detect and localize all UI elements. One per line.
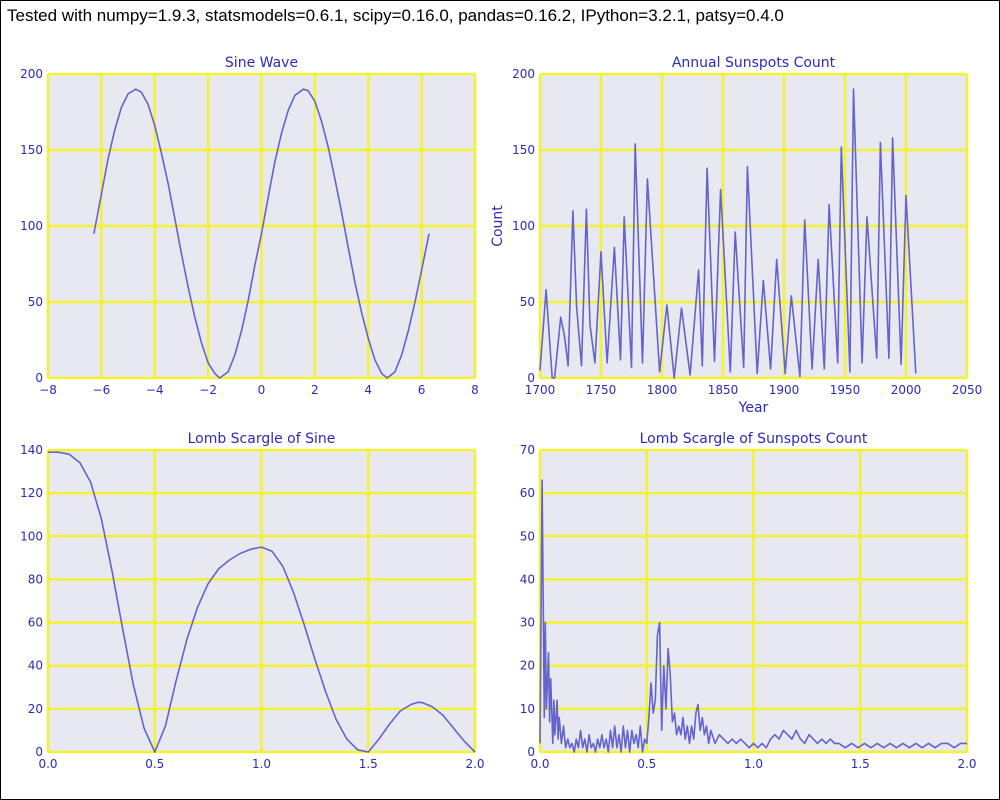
x-tick-label: 2050: [952, 383, 983, 397]
lomb-scargle-sine-panel: 0.0 0.5 1.0 1.5 2.0 0 20 40 60 80 100 120 140 Lomb Sc…: [20, 431, 484, 771]
x-tick-label: 1.5: [359, 757, 378, 771]
version-header: Tested with numpy=1.9.3, statsmodels=0.6…: [7, 6, 784, 25]
lomb-scargle-sunspots-panel: 0.0 0.5 1.0 1.5 2.0 0 10 20 30 40 50 60 70 Lomb Scarg…: [520, 431, 977, 771]
x-tick-label: 6: [418, 383, 426, 397]
y-tick-label: 120: [20, 486, 43, 500]
sunspots-panel: 1700 1750 1800 1850 1900 1950 2000 2050 0 50 100 15…: [490, 55, 982, 416]
x-tick-label: 1.0: [252, 757, 271, 771]
y-tick-label: 60: [28, 616, 43, 630]
y-tick-label: 0: [527, 745, 535, 759]
x-tick-label: −4: [146, 383, 164, 397]
x-tick-label: 1.0: [744, 757, 763, 771]
x-tick-label: 1750: [586, 383, 617, 397]
y-tick-label: 30: [520, 616, 535, 630]
y-axis-label: Count: [490, 205, 506, 247]
x-tick-label: 0.0: [530, 757, 549, 771]
x-tick-label: 2000: [891, 383, 922, 397]
x-tick-label: 2: [311, 383, 319, 397]
y-tick-label: 0: [35, 371, 43, 385]
x-tick-label: 2.0: [957, 757, 976, 771]
y-tick-label: 70: [520, 443, 535, 457]
chart-title: Sine Wave: [225, 55, 298, 71]
series-line: [539, 88, 917, 379]
y-tick-label: 50: [520, 295, 535, 309]
x-tick-label: −8: [39, 383, 57, 397]
y-tick-label: 0: [35, 745, 43, 759]
y-tick-label: 10: [520, 702, 535, 716]
series-line: [48, 451, 476, 753]
x-tick-label: −2: [199, 383, 217, 397]
chart-title: Lomb Scargle of Sine: [188, 431, 336, 447]
chart-title: Lomb Scargle of Sunspots Count: [640, 431, 868, 447]
y-tick-label: 200: [20, 67, 43, 81]
y-tick-label: 100: [20, 529, 43, 543]
series-line: [539, 479, 967, 753]
y-tick-label: 150: [20, 143, 43, 157]
y-tick-label: 50: [520, 529, 535, 543]
y-tick-label: 80: [28, 572, 43, 586]
y-tick-label: 20: [28, 702, 43, 716]
x-tick-label: 8: [471, 383, 479, 397]
y-tick-label: 140: [20, 443, 43, 457]
series-line: [93, 88, 430, 379]
x-tick-label: −6: [93, 383, 111, 397]
x-tick-label: 0.0: [38, 757, 57, 771]
x-tick-label: 1900: [769, 383, 800, 397]
x-tick-label: 4: [364, 383, 372, 397]
x-tick-label: 1.5: [851, 757, 870, 771]
sine-wave-panel: −8 −6 −4 −2 0 2 4 6 8 0 50 100 150 200 Sine Wave: [20, 55, 479, 397]
x-tick-label: 0.5: [637, 757, 656, 771]
x-tick-label: 2.0: [465, 757, 484, 771]
x-tick-label: 1850: [708, 383, 739, 397]
y-tick-label: 20: [520, 659, 535, 673]
y-tick-label: 50: [28, 295, 43, 309]
y-tick-label: 0: [527, 371, 535, 385]
y-tick-label: 40: [28, 659, 43, 673]
y-tick-label: 200: [512, 67, 535, 81]
y-tick-label: 150: [512, 143, 535, 157]
y-tick-label: 100: [512, 219, 535, 233]
x-axis-label: Year: [738, 400, 769, 416]
y-tick-label: 60: [520, 486, 535, 500]
y-tick-label: 40: [520, 572, 535, 586]
x-tick-label: 1700: [525, 383, 556, 397]
x-tick-label: 1950: [830, 383, 861, 397]
x-tick-label: 0.5: [145, 757, 164, 771]
y-tick-label: 100: [20, 219, 43, 233]
x-tick-label: 1800: [647, 383, 678, 397]
x-tick-label: 0: [258, 383, 266, 397]
chart-title: Annual Sunspots Count: [672, 55, 836, 71]
